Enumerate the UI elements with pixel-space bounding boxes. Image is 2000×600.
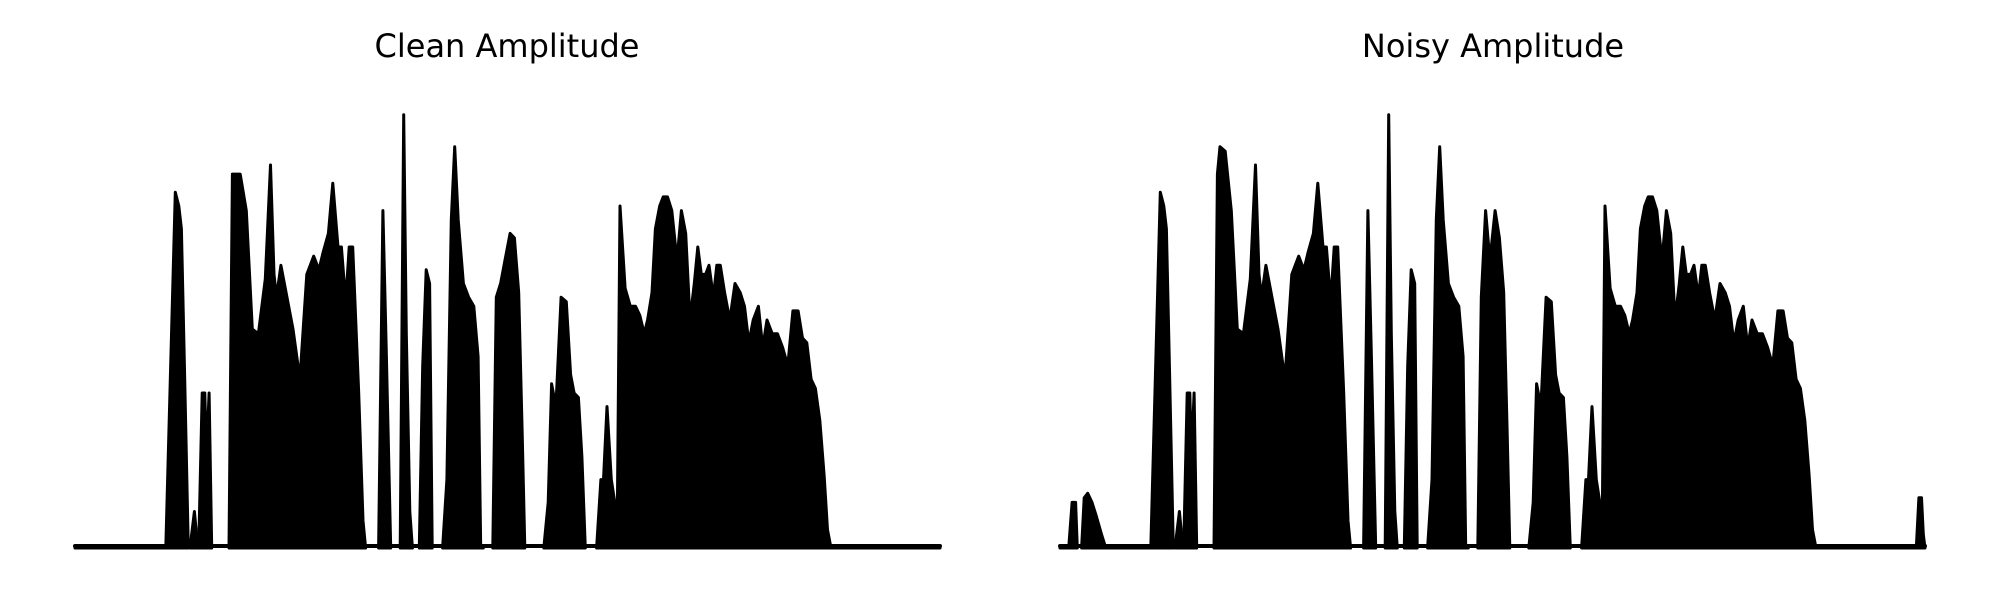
clean-amplitude-burst-2 bbox=[188, 510, 200, 550]
clean-amplitude-chart: Clean Amplitude bbox=[73, 27, 942, 550]
clean-amplitude-burst-3 bbox=[197, 391, 214, 550]
noisy-amplitude-burst-15 bbox=[1814, 496, 1927, 550]
clean-amplitude-burst-8 bbox=[441, 145, 485, 550]
noisy-amplitude-burst-9 bbox=[1402, 268, 1419, 550]
clean-amplitude-burst-12 bbox=[615, 195, 833, 550]
noisy-amplitude-burst-14 bbox=[1600, 195, 1818, 550]
noisy-amplitude-burst-3 bbox=[1149, 190, 1175, 550]
clean-amplitude-burst-6 bbox=[398, 113, 414, 550]
noisy-amplitude-burst-1 bbox=[1080, 491, 1108, 550]
clean-amplitude-burst-4 bbox=[227, 163, 368, 550]
noisy-amplitude-title: Noisy Amplitude bbox=[1362, 27, 1624, 65]
clean-amplitude-burst-9 bbox=[491, 231, 527, 550]
noisy-amplitude-burst-13 bbox=[1580, 405, 1604, 550]
noisy-amplitude-burst-10 bbox=[1426, 145, 1470, 550]
clean-amplitude-burst-10 bbox=[542, 295, 587, 550]
clean-amplitude-burst-1 bbox=[164, 190, 190, 550]
noisy-amplitude-burst-0 bbox=[1058, 500, 1079, 550]
noisy-amplitude-burst-11 bbox=[1476, 209, 1512, 550]
noisy-amplitude-chart: Noisy Amplitude bbox=[1058, 27, 1927, 550]
clean-amplitude-burst-7 bbox=[417, 268, 434, 550]
clean-amplitude-title: Clean Amplitude bbox=[375, 27, 640, 65]
noisy-amplitude-burst-8 bbox=[1383, 113, 1399, 550]
noisy-amplitude-waveform bbox=[1058, 113, 1927, 550]
noisy-amplitude-burst-7 bbox=[1362, 209, 1378, 550]
noisy-amplitude-burst-4 bbox=[1173, 510, 1185, 550]
noisy-amplitude-burst-6 bbox=[1212, 145, 1353, 550]
noisy-amplitude-burst-12 bbox=[1527, 295, 1572, 550]
clean-amplitude-burst-5 bbox=[377, 209, 393, 550]
clean-amplitude-waveform bbox=[73, 113, 942, 550]
clean-amplitude-burst-11 bbox=[595, 405, 619, 550]
noisy-amplitude-burst-5 bbox=[1182, 391, 1199, 550]
